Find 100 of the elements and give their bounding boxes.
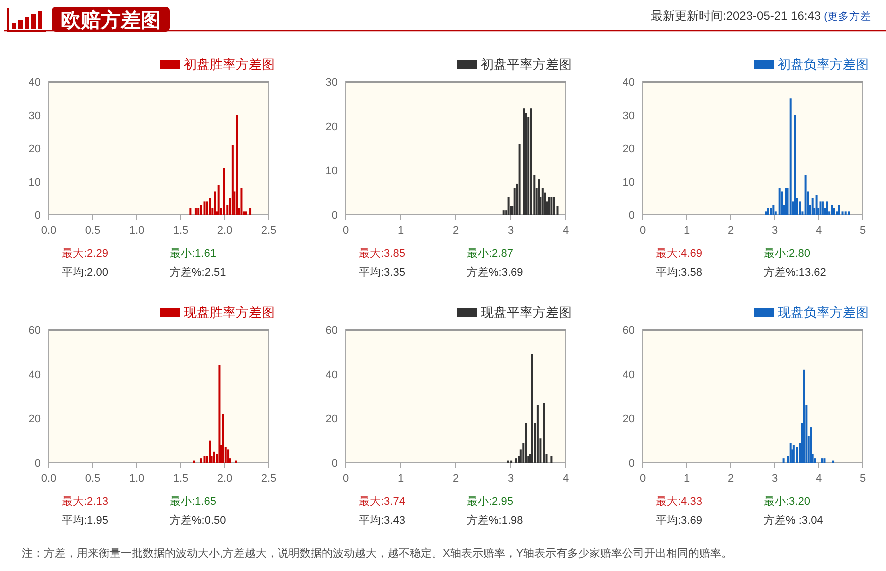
legend-label: 初盘平率方差图 — [481, 57, 572, 72]
x-tick-label: 0 — [342, 225, 350, 237]
text: 最小:2.87 — [467, 247, 514, 260]
text: 最大:2.13 — [62, 495, 108, 508]
bar — [796, 447, 798, 463]
x-tick-label: 2.0 — [217, 473, 233, 485]
bar — [831, 205, 834, 215]
x-tick-label: 0.0 — [41, 225, 57, 237]
y-tick-label: 40 — [28, 77, 41, 89]
text: 最大:4.33 — [656, 495, 702, 508]
x-tick-label: 0.5 — [85, 225, 101, 237]
x-tick-label: 0 — [640, 473, 646, 485]
x-tick-label: 1 — [684, 225, 690, 237]
text: 最大:2.29 — [62, 247, 108, 260]
y-tick-label: 20 — [28, 414, 41, 426]
text: 方差%:1.98 — [467, 514, 524, 527]
x-tick-label: 1 — [398, 473, 404, 485]
bar — [209, 198, 212, 215]
bar — [531, 354, 534, 463]
y-tick-label: 30 — [28, 110, 41, 122]
bar — [778, 188, 781, 215]
legend-label: 现盘平率方差图 — [481, 305, 572, 320]
x-tick-label: 3 — [508, 473, 514, 485]
x-tick-label: 2.5 — [261, 473, 277, 485]
x-tick-label: 2.5 — [261, 225, 277, 237]
bar — [838, 205, 840, 215]
x-tick-label: 0.5 — [85, 473, 101, 485]
bar — [198, 208, 200, 215]
text: 方差% :3.04 — [764, 514, 824, 527]
bar — [514, 188, 516, 215]
x-tick-label: 2.0 — [217, 225, 233, 237]
y-tick-label: 20 — [326, 414, 338, 426]
y-tick-label: 10 — [326, 166, 338, 178]
bar — [550, 197, 553, 215]
y-tick-label: 0 — [628, 458, 635, 470]
bar — [816, 195, 818, 215]
bar — [213, 452, 216, 463]
x-tick-label: 4 — [816, 225, 822, 237]
x-tick-label: 0 — [640, 225, 646, 237]
y-tick-label: 40 — [326, 369, 338, 382]
x-tick-label: 2 — [452, 225, 460, 237]
y-tick-label: 60 — [28, 325, 41, 337]
bar — [530, 108, 532, 215]
bar — [848, 212, 850, 215]
bar — [794, 115, 796, 215]
bar — [209, 440, 212, 463]
text: 最小:1.65 — [170, 495, 216, 508]
bar — [525, 423, 528, 463]
bar — [765, 212, 768, 215]
y-tick-label: 30 — [326, 77, 338, 89]
y-tick-label: 60 — [622, 325, 635, 337]
bar — [767, 208, 770, 215]
text: 最小:2.95 — [467, 495, 514, 508]
text: (更多方差 — [824, 10, 872, 23]
y-tick-label: 0 — [34, 458, 41, 470]
bar — [223, 168, 226, 215]
bar — [518, 144, 521, 215]
bar — [790, 98, 792, 215]
x-tick-label: 1.0 — [129, 473, 145, 485]
bar — [820, 202, 822, 215]
bar — [844, 212, 847, 215]
bar — [553, 197, 556, 215]
bar — [218, 185, 220, 215]
text: 平均:3.43 — [359, 515, 406, 527]
y-tick-label: 20 — [622, 144, 635, 156]
bar — [548, 197, 550, 215]
legend-label: 现盘胜率方差图 — [184, 305, 275, 320]
bar — [804, 175, 807, 215]
x-tick-label: 4 — [562, 473, 570, 485]
bar — [772, 205, 775, 215]
y-tick-label: 60 — [326, 325, 338, 337]
y-tick-label: 0 — [34, 210, 41, 222]
bar — [204, 202, 206, 215]
bar — [228, 450, 230, 463]
x-tick-label: 1.0 — [129, 225, 145, 237]
x-tick-label: 5 — [860, 473, 866, 485]
y-tick-label: 40 — [28, 369, 41, 382]
x-tick-label: 0.0 — [41, 473, 57, 485]
bar — [200, 458, 202, 463]
bar — [792, 445, 795, 463]
bar — [206, 202, 208, 215]
x-tick-label: 4 — [816, 473, 822, 485]
legend-label: 初盘胜率方差图 — [184, 57, 275, 72]
x-tick-label: 3 — [508, 225, 514, 237]
bar — [200, 205, 202, 215]
y-tick-label: 20 — [622, 414, 635, 426]
text: 平均:3.35 — [359, 267, 406, 279]
x-tick-label: 1.5 — [173, 473, 189, 485]
y-tick-label: 40 — [622, 77, 635, 89]
text: 方差%:0.50 — [170, 514, 226, 527]
bar — [190, 208, 192, 215]
bar — [842, 212, 844, 215]
bar — [508, 197, 510, 215]
bar — [523, 108, 526, 215]
text: 平均:1.95 — [62, 515, 108, 527]
bar — [782, 458, 785, 463]
x-tick-label: 4 — [562, 225, 570, 237]
bar — [236, 115, 238, 215]
bar — [785, 188, 787, 215]
text: 方差%:3.69 — [467, 266, 524, 279]
